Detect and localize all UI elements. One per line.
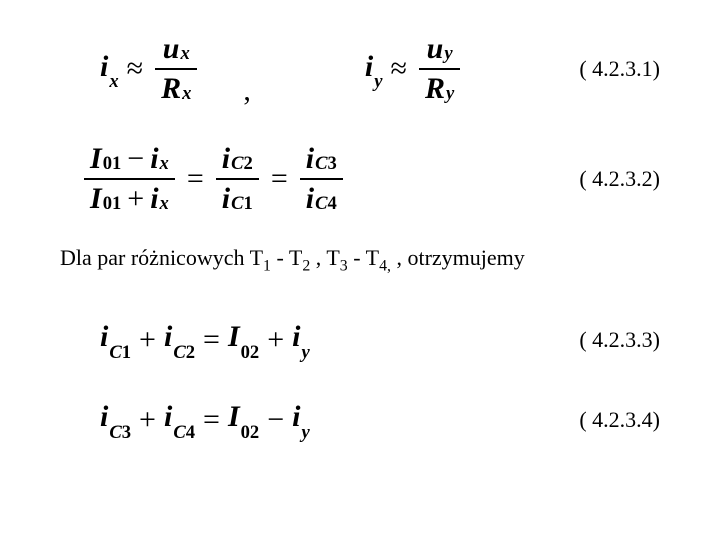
equation-row-3: iC1 + iC2 = I02 + iy ( 4.2.3.3) (60, 320, 660, 359)
subscript: 3 (340, 257, 348, 274)
subscript: 1 (263, 257, 271, 274)
page: ix ≈ ux Rx , iy ≈ uy Ry ( 4.2.3.1) (0, 0, 720, 540)
eq1-part-b: iy ≈ uy Ry (365, 30, 464, 108)
equation-1-body: ix ≈ ux Rx , iy ≈ uy Ry (60, 30, 559, 108)
text-fragment: - T (348, 245, 379, 270)
equation-row-4: iC3 + iC4 = I02 − iy ( 4.2.3.4) (60, 400, 660, 439)
text-fragment: - T (271, 245, 302, 270)
text-fragment: , otrzymujemy (391, 245, 525, 270)
subscript: 4, (379, 257, 391, 274)
equation-1-number: ( 4.2.3.1) (559, 56, 660, 82)
equals-sign: = (179, 162, 212, 196)
eq1-comma: , (241, 74, 265, 108)
text-fragment: Dla par różnicowych T (60, 245, 263, 270)
equation-row-2: I01−ix I01+ix = iC2 iC1 = iC3 iC4 ( 4.2. (60, 140, 660, 218)
equation-3-number: ( 4.2.3.3) (559, 327, 660, 353)
eq4-expr: iC3 + iC4 = I02 − iy (100, 400, 310, 439)
eq2-expr: I01−ix I01+ix = iC2 iC1 = iC3 iC4 (80, 140, 347, 218)
eq3-expr: iC1 + iC2 = I02 + iy (100, 320, 310, 359)
equals-sign: = (263, 162, 296, 196)
paragraph-differential-pairs: Dla par różnicowych T1 - T2 , T3 - T4, ,… (60, 245, 525, 275)
equation-4-number: ( 4.2.3.4) (559, 407, 660, 433)
text-fragment: , T (310, 245, 340, 270)
equation-row-1: ix ≈ ux Rx , iy ≈ uy Ry ( 4.2.3.1) (60, 30, 660, 108)
approx-sign: ≈ (119, 52, 151, 86)
equation-3-body: iC1 + iC2 = I02 + iy (60, 320, 559, 359)
eq1-part-a: ix ≈ ux Rx (100, 30, 201, 108)
approx-sign: ≈ (383, 52, 415, 86)
equation-2-body: I01−ix I01+ix = iC2 iC1 = iC3 iC4 (60, 140, 559, 218)
equation-2-number: ( 4.2.3.2) (559, 166, 660, 192)
equation-4-body: iC3 + iC4 = I02 − iy (60, 400, 559, 439)
